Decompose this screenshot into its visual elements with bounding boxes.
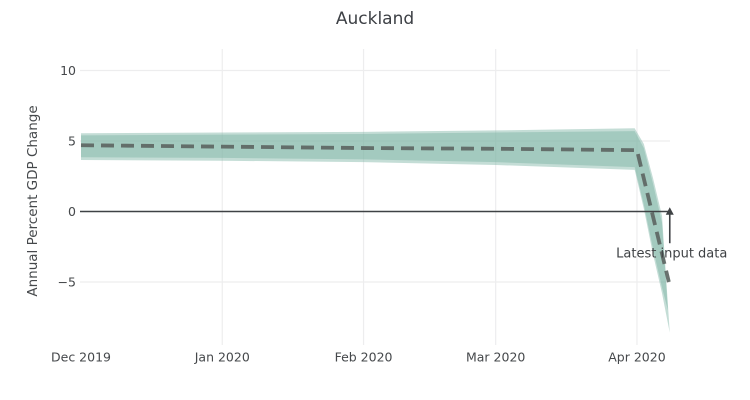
x-tick-label: Mar 2020 (466, 350, 525, 365)
annotation-text: Latest input data (616, 246, 727, 261)
y-tick-label: 5 (68, 134, 76, 149)
y-tick-label: −5 (58, 275, 76, 290)
gdp-nowcast-line (80, 143, 671, 283)
x-tick-label: Dec 2019 (51, 350, 111, 365)
annotation-arrowhead-icon (665, 207, 674, 215)
y-tick-label: 0 (68, 204, 76, 219)
y-axis-label: Annual Percent GDP Change (25, 105, 41, 296)
x-tick-label: Feb 2020 (335, 350, 393, 365)
x-tick-label: Jan 2020 (194, 350, 250, 365)
x-tick-label: Apr 2020 (608, 350, 665, 365)
y-tick-label: 10 (60, 63, 76, 78)
chart-title: Auckland (336, 9, 414, 29)
